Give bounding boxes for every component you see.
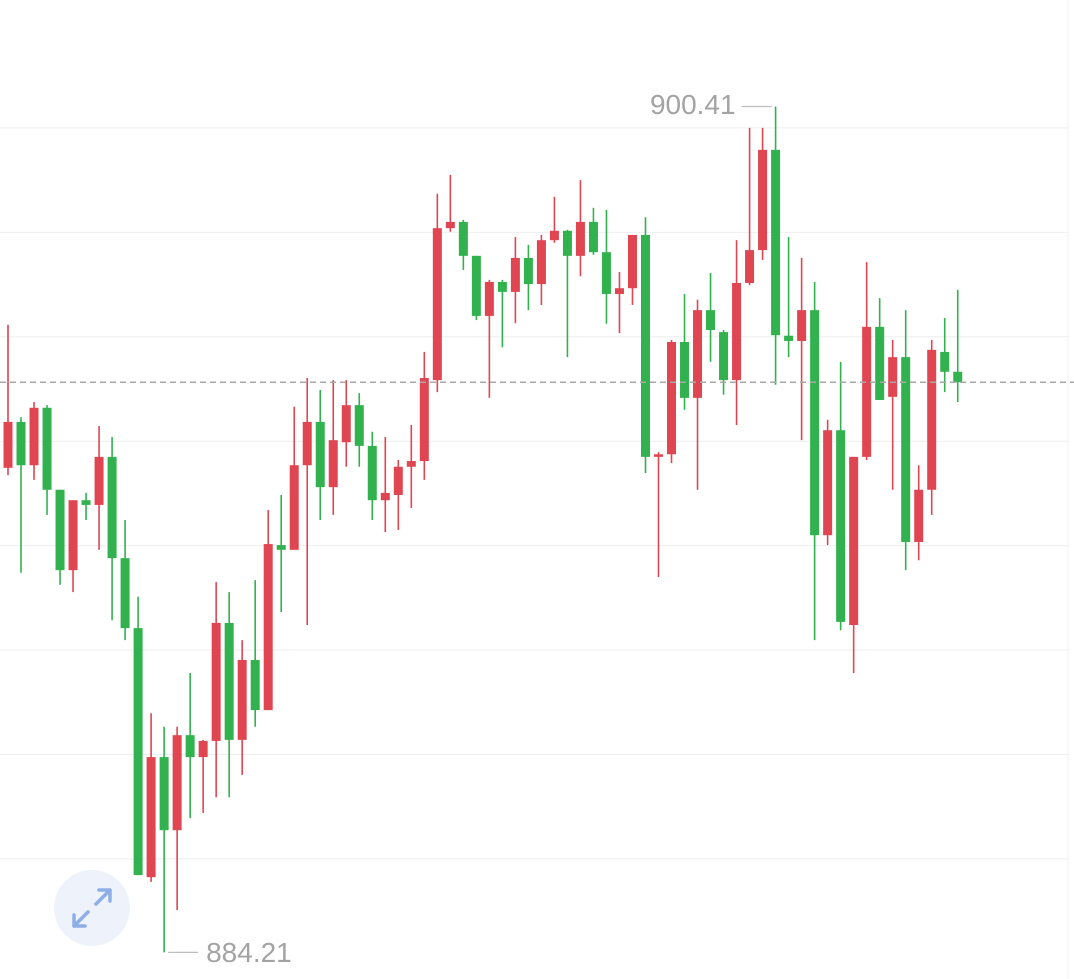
candle-body	[302, 421, 312, 466]
candle-body	[276, 545, 286, 550]
candle-body	[107, 456, 117, 559]
candle-body	[328, 440, 338, 488]
candle-body	[927, 349, 937, 490]
candle-body	[133, 628, 143, 876]
candle-body	[797, 310, 807, 341]
candle-body	[315, 421, 325, 488]
candle-body	[471, 255, 481, 316]
candle-body	[380, 492, 390, 501]
candle-body	[888, 357, 898, 397]
candle-body	[549, 230, 559, 241]
candle-body	[940, 351, 950, 372]
candle-body	[784, 335, 794, 341]
candle-body	[16, 421, 26, 466]
candle-body	[159, 757, 169, 831]
candle-body	[81, 500, 91, 505]
candle-body	[810, 310, 820, 536]
candle-body	[771, 149, 781, 336]
candle-body	[497, 281, 507, 292]
candle-body	[706, 310, 716, 330]
candle-body	[146, 757, 156, 878]
candle-body	[836, 430, 846, 622]
candle-body	[289, 465, 299, 550]
candle-body	[484, 281, 494, 316]
candle-body	[354, 405, 364, 446]
min-label: 884.21	[206, 937, 292, 968]
candle-body	[758, 149, 768, 251]
candle-body	[185, 735, 195, 758]
candle-body	[510, 257, 520, 292]
candle-body	[745, 250, 755, 283]
candle-body	[732, 282, 742, 381]
candle-body	[120, 558, 130, 629]
candle-body	[588, 221, 598, 253]
candle-body	[198, 740, 208, 758]
candle-body	[862, 326, 872, 457]
candle-body	[693, 310, 703, 398]
candle-body	[432, 228, 442, 381]
candle-body	[614, 288, 624, 294]
candle-body	[458, 221, 468, 256]
candle-body	[901, 357, 911, 542]
candle-body	[640, 234, 650, 457]
candle-body	[627, 234, 637, 289]
overlay: 900.41 884.21	[0, 89, 1074, 968]
candle-body	[367, 445, 377, 501]
candle-body	[445, 221, 455, 229]
candle-body	[3, 421, 13, 468]
candle-body	[875, 326, 885, 400]
candle-body	[562, 230, 572, 256]
candle-body	[237, 659, 247, 740]
candle-body	[719, 332, 729, 381]
candle-body	[654, 454, 663, 457]
candle-body	[601, 252, 611, 294]
candle-body	[393, 466, 403, 495]
candle-body	[419, 378, 429, 462]
candle-body	[406, 461, 416, 467]
candle-body	[341, 405, 351, 443]
candle-body	[29, 407, 39, 466]
candle-body	[250, 659, 260, 711]
candle-body	[823, 430, 833, 536]
candle-body	[575, 221, 585, 256]
candle-body	[224, 622, 234, 740]
candles	[3, 106, 963, 953]
expand-icon[interactable]	[72, 888, 112, 928]
candle-body	[263, 544, 273, 711]
candle-body	[211, 622, 221, 741]
candle-body	[849, 456, 859, 625]
candle-body	[680, 341, 690, 398]
candle-body	[914, 489, 924, 542]
candle-body	[94, 456, 104, 505]
candle-body	[68, 500, 78, 571]
expand-button-bg[interactable]	[54, 870, 130, 946]
candle-body	[55, 489, 65, 571]
candle-body	[42, 407, 52, 490]
candle-body	[523, 257, 533, 285]
candle-body	[953, 371, 963, 383]
candle-body	[536, 240, 546, 285]
expand-button[interactable]	[54, 870, 130, 946]
candle-body	[172, 735, 182, 831]
candle-body	[667, 341, 677, 455]
max-label: 900.41	[650, 89, 736, 120]
